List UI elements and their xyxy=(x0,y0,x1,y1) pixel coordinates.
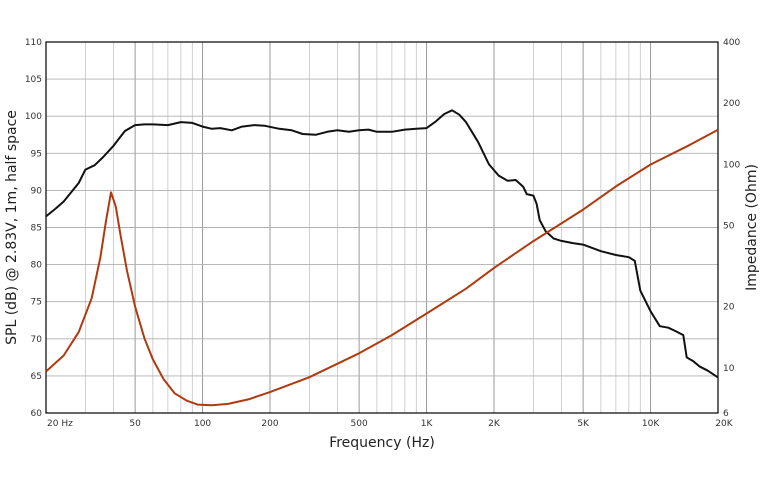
x-tick-label: 5K xyxy=(577,419,590,429)
x-tick-label: 100 xyxy=(194,419,211,429)
spl-series-line xyxy=(45,109,719,379)
left-y-tick-label: 65 xyxy=(31,372,42,382)
plot-frame xyxy=(45,41,719,414)
x-tick-label: 1K xyxy=(421,419,434,429)
left-y-tick-label: 60 xyxy=(31,409,43,419)
left-y-axis-label: SPL (dB) @ 2.83V, 1m, half space xyxy=(4,110,20,345)
right-y-tick-labels: 6 10 20 50 100 200 400 xyxy=(723,38,740,419)
right-y-tick-label: 50 xyxy=(723,222,735,232)
series-layer xyxy=(45,109,719,407)
left-y-tick-label: 75 xyxy=(31,298,42,308)
left-y-tick-label: 105 xyxy=(25,75,42,85)
left-y-tick-label: 80 xyxy=(31,261,43,271)
left-y-tick-label: 110 xyxy=(25,38,42,48)
left-y-tick-label: 100 xyxy=(25,112,42,122)
impedance-series-line xyxy=(45,128,719,407)
right-y-tick-label: 20 xyxy=(723,303,735,313)
left-y-tick-label: 70 xyxy=(31,335,43,345)
x-tick-label: 20 Hz xyxy=(47,419,73,429)
right-y-tick-label: 200 xyxy=(723,99,740,109)
x-tick-labels: 20 Hz 50 100 200 500 1K 2K 5K 10K 20K xyxy=(47,419,734,429)
x-tick-label: 20K xyxy=(715,419,733,429)
right-y-axis-label: Impedance (Ohm) xyxy=(744,164,760,291)
x-tick-label: 200 xyxy=(261,419,278,429)
x-tick-label: 50 xyxy=(129,419,141,429)
x-tick-label: 10K xyxy=(642,419,660,429)
x-axis-label: Frequency (Hz) xyxy=(329,435,435,451)
left-y-tick-label: 90 xyxy=(31,186,43,196)
left-y-tick-label: 85 xyxy=(31,224,42,234)
right-y-tick-label: 400 xyxy=(723,38,740,48)
right-y-tick-label: 100 xyxy=(723,160,740,170)
left-y-tick-label: 95 xyxy=(31,149,42,159)
right-y-tick-label: 10 xyxy=(723,364,735,374)
grid xyxy=(46,42,718,413)
x-tick-label: 500 xyxy=(351,419,368,429)
left-y-tick-labels: 60 65 70 75 80 85 90 95 100 105 110 xyxy=(25,38,42,419)
right-y-tick-label: 6 xyxy=(723,409,729,419)
x-tick-label: 2K xyxy=(488,419,501,429)
